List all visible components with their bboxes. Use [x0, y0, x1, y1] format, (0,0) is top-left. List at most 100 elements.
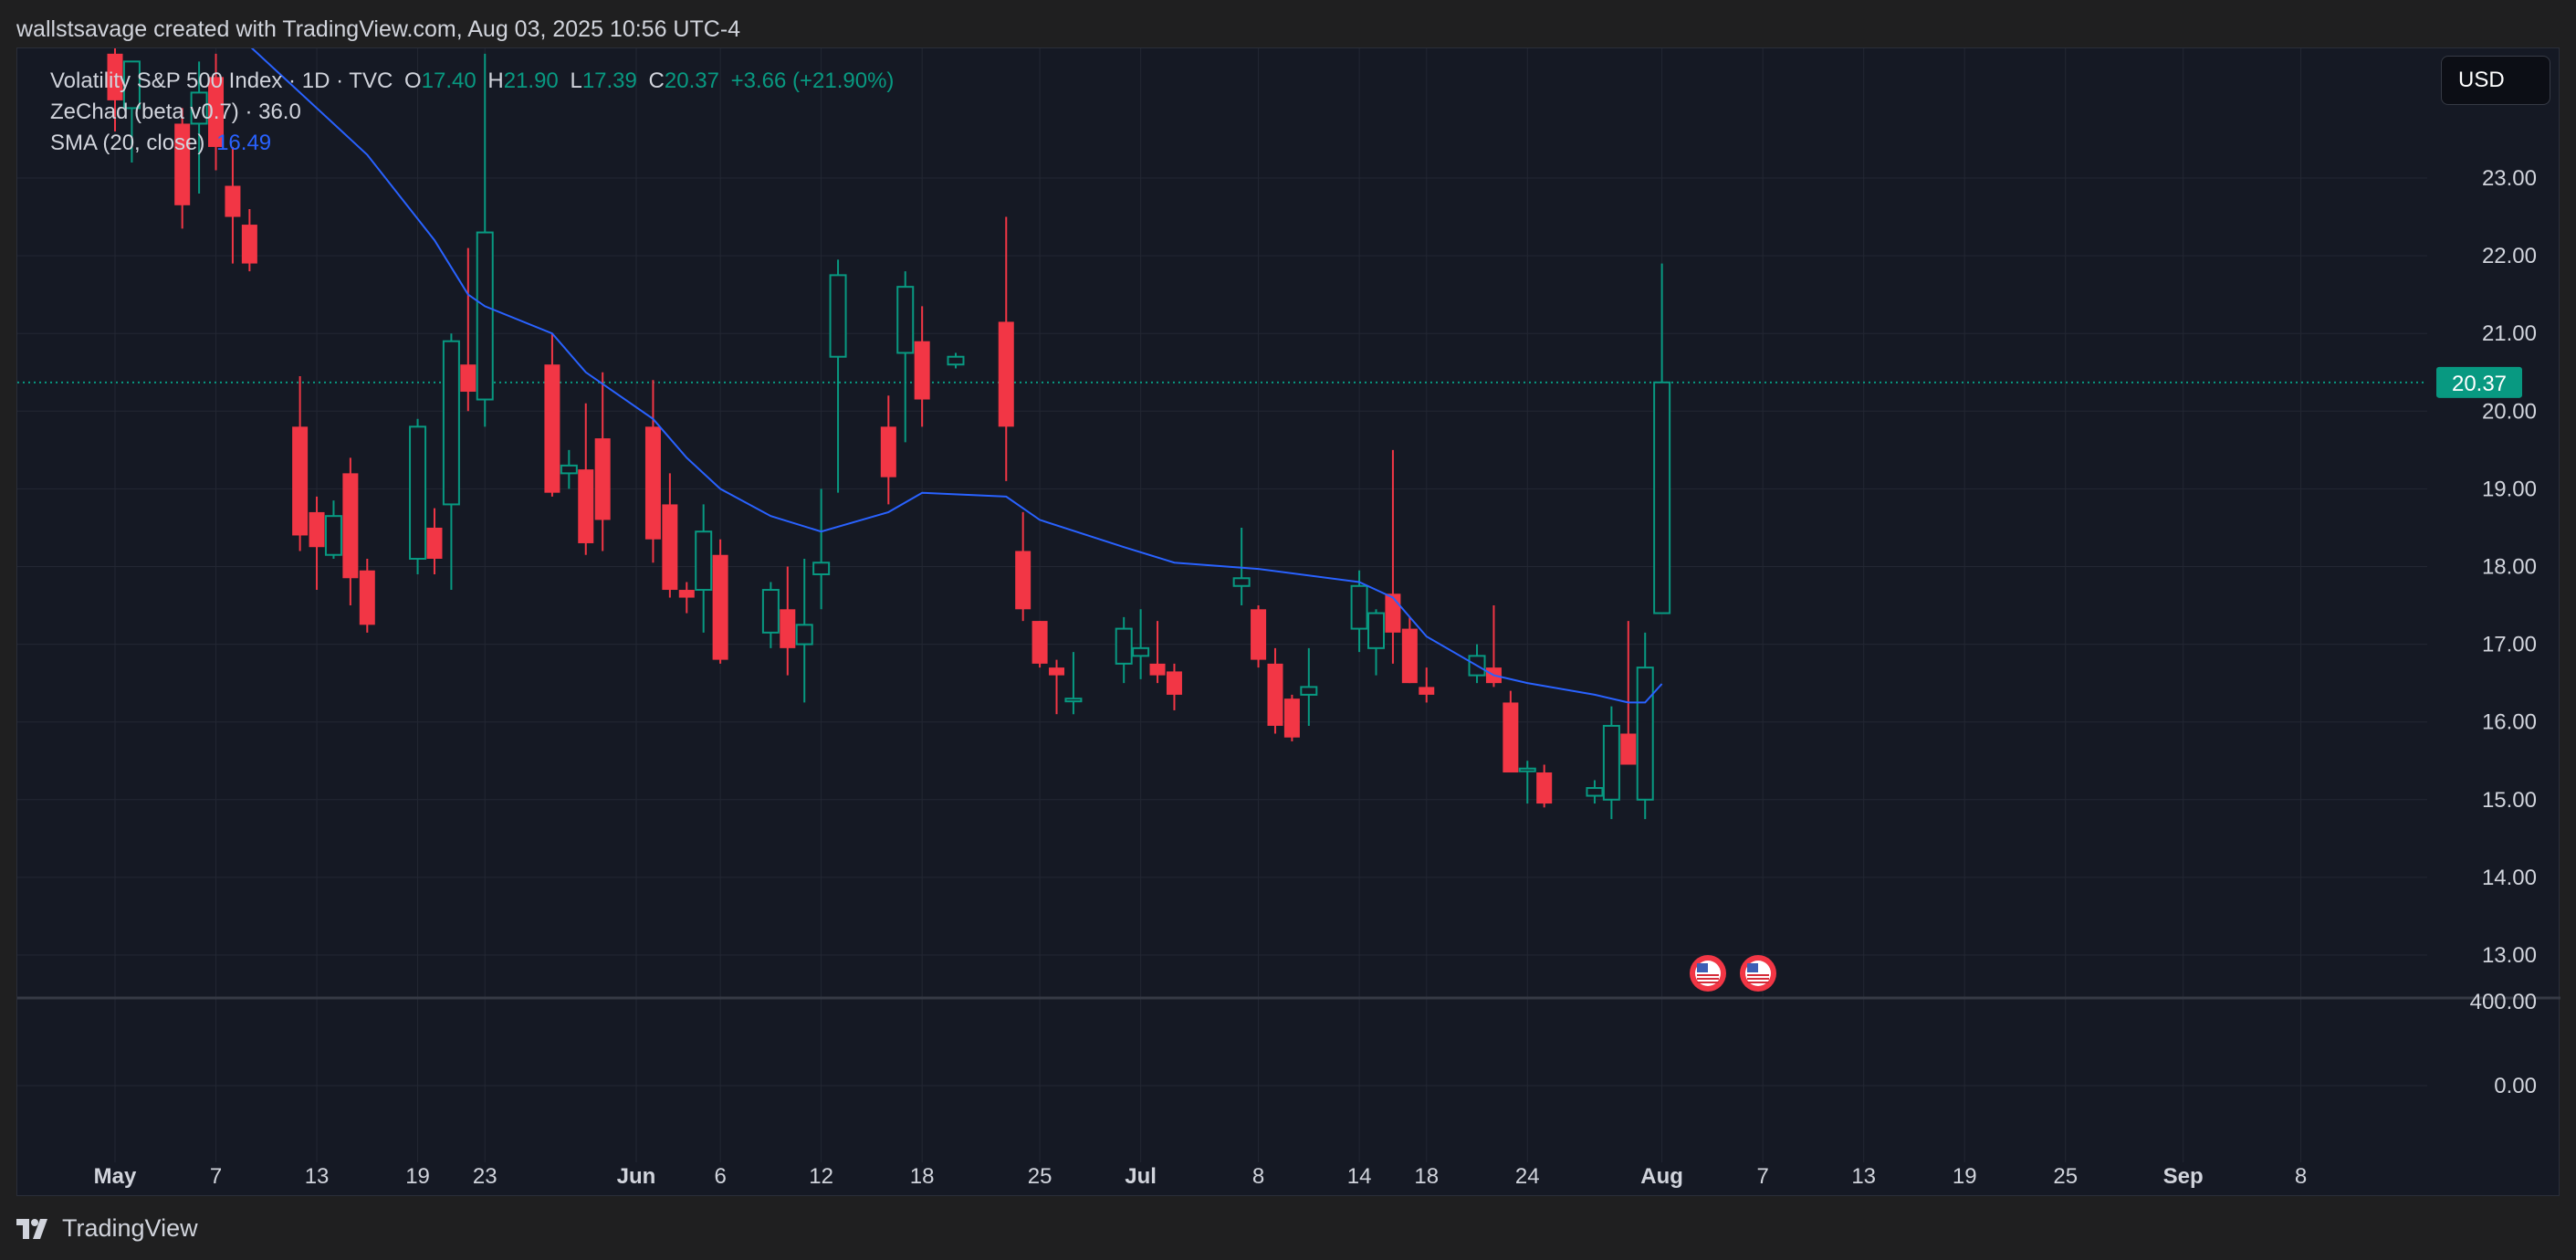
candle[interactable] — [1149, 621, 1166, 684]
candle-body — [309, 511, 325, 548]
candle[interactable] — [1385, 449, 1401, 664]
candle[interactable] — [1586, 780, 1604, 804]
y-tick-label: 23.00 — [2482, 166, 2537, 191]
candle[interactable] — [1636, 632, 1654, 820]
x-tick-label: 19 — [1953, 1164, 1977, 1189]
legend-open-value: 17.40 — [421, 68, 476, 93]
candle[interactable] — [544, 333, 560, 497]
candle[interactable] — [1367, 609, 1385, 676]
candle[interactable] — [1166, 663, 1182, 710]
candle[interactable] — [1620, 621, 1637, 765]
candle[interactable] — [594, 372, 611, 551]
x-tick-label: 12 — [809, 1164, 833, 1189]
candle-body — [662, 504, 678, 591]
tradingview-brand[interactable]: TradingView — [16, 1214, 198, 1243]
legend-high-label: H — [487, 68, 504, 93]
candle[interactable] — [1015, 511, 1031, 622]
candle-body — [1064, 698, 1083, 703]
legend-high-value: 21.90 — [503, 68, 559, 93]
candlestick-chart[interactable]: May 7 13 19 23 Jun 6 12 18 25 Jul 8 14 18 24 Aug 7 13 19 25… — [17, 48, 2560, 1197]
candle[interactable] — [460, 247, 476, 412]
candle-body — [225, 185, 241, 217]
candle[interactable] — [122, 60, 141, 163]
us-flag-event-icon[interactable] — [1690, 955, 1726, 992]
legend-indicator-zechad[interactable]: ZeChad (beta v0.7) · 36.0 — [50, 100, 307, 125]
x-tick-label: 24 — [1515, 1164, 1540, 1189]
candle[interactable] — [476, 53, 494, 427]
candle[interactable] — [1503, 690, 1519, 773]
currency-button[interactable]: USD — [2441, 56, 2550, 105]
y-tick-label: 15.00 — [2482, 788, 2537, 813]
candle[interactable] — [190, 61, 208, 194]
us-flag-event-icon[interactable] — [1740, 955, 1776, 992]
candle[interactable] — [1132, 609, 1150, 679]
candle[interactable] — [947, 352, 965, 369]
x-tick-label: Sep — [2163, 1164, 2204, 1189]
candle[interactable] — [712, 539, 728, 664]
legend-close-label: C — [648, 68, 665, 93]
candle-body — [208, 77, 225, 147]
legend-close-value: 20.37 — [664, 68, 719, 93]
candle[interactable] — [829, 259, 847, 493]
candle[interactable] — [1350, 570, 1368, 653]
candle[interactable] — [795, 558, 813, 703]
candle[interactable] — [1300, 647, 1318, 726]
candle[interactable] — [896, 271, 915, 443]
candle-body — [442, 340, 460, 506]
candle[interactable] — [442, 333, 460, 591]
candle[interactable] — [678, 582, 695, 614]
candle[interactable] — [761, 582, 780, 648]
candle[interactable] — [359, 558, 375, 633]
candle-body — [780, 609, 796, 648]
candle[interactable] — [1468, 644, 1486, 684]
candle[interactable] — [1251, 605, 1267, 668]
candle[interactable] — [174, 108, 191, 229]
candle[interactable] — [1518, 761, 1536, 804]
candle-body — [1149, 663, 1166, 676]
candle[interactable] — [914, 306, 930, 427]
candle[interactable] — [560, 449, 578, 489]
candle-body — [761, 589, 780, 634]
candle[interactable] — [1049, 659, 1065, 715]
candle-body — [998, 321, 1014, 427]
candle[interactable] — [780, 566, 796, 676]
candle[interactable] — [1283, 694, 1300, 741]
candle[interactable] — [1401, 616, 1418, 684]
candle-body — [1251, 609, 1267, 660]
candle[interactable] — [695, 504, 713, 633]
candle[interactable] — [241, 209, 257, 272]
x-tick-label: May — [94, 1164, 137, 1189]
candle[interactable] — [309, 496, 325, 591]
candle[interactable] — [1064, 652, 1083, 715]
candle-body — [695, 530, 713, 592]
candle[interactable] — [880, 395, 896, 505]
candle[interactable] — [1115, 616, 1133, 684]
candle[interactable] — [1536, 764, 1553, 808]
candle[interactable] — [1653, 263, 1671, 614]
candle[interactable] — [292, 376, 309, 551]
x-tick-label: Jun — [617, 1164, 656, 1189]
candle[interactable] — [1267, 647, 1283, 734]
candle[interactable] — [107, 48, 123, 131]
candle[interactable] — [1232, 527, 1251, 606]
candle[interactable] — [812, 488, 831, 610]
candle[interactable] — [225, 146, 241, 264]
x-tick-label: 6 — [714, 1164, 726, 1189]
candle[interactable] — [409, 418, 427, 575]
candle[interactable] — [1031, 621, 1048, 668]
candle[interactable] — [578, 403, 594, 555]
candle-body — [644, 426, 661, 540]
candle[interactable] — [1602, 706, 1620, 820]
candle[interactable] — [208, 53, 225, 171]
candle[interactable] — [342, 457, 359, 606]
candle[interactable] — [644, 380, 661, 563]
candle[interactable] — [324, 500, 342, 559]
candle[interactable] — [662, 473, 678, 598]
y-tick-label: 17.00 — [2482, 633, 2537, 657]
candle[interactable] — [1419, 667, 1435, 703]
legend-indicator-sma[interactable]: SMA (20, close) 16.49 — [50, 131, 277, 156]
candle[interactable] — [998, 216, 1014, 481]
candle[interactable] — [426, 508, 443, 575]
y-tick-label: 13.00 — [2482, 943, 2537, 968]
legend-low-value: 17.39 — [581, 68, 637, 93]
